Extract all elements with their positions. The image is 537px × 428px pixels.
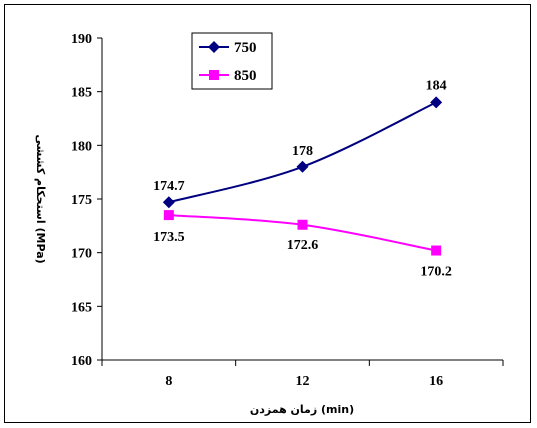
x-tick-label: 8 [165,374,172,389]
x-ticks: 8 12 16 [101,360,504,389]
legend-box [191,32,273,90]
y-tick-label: 185 [71,86,92,101]
y-tick-label: 170 [71,247,92,262]
data-point-diamond [296,160,309,173]
data-point-diamond [162,196,175,209]
x-tick-label: 16 [429,374,443,389]
y-tick-label: 165 [71,300,92,315]
series-750: 174.7 178 184 [153,78,447,209]
y-tick-label: 190 [71,32,92,47]
legend: 750 850 [191,32,273,90]
series-850: 173.5 172.6 170.2 [153,210,452,280]
y-axis-title: استحکام کششی (MPa) [34,134,47,263]
y-tick-label: 160 [71,354,92,369]
data-point-diamond [430,96,443,109]
legend-label: 850 [234,68,257,84]
data-label: 178 [292,144,313,159]
data-label: 174.7 [153,179,185,194]
x-axis-title: زمان همزدن (min) [250,403,354,416]
legend-label: 750 [234,40,257,56]
x-tick-label: 12 [296,374,310,389]
y-ticks: 160 165 170 175 180 185 190 [71,32,102,369]
data-point-square [297,219,308,230]
legend-marker-diamond [208,41,220,53]
data-point-square [431,245,442,256]
data-label: 172.6 [287,238,319,253]
y-tick-label: 180 [71,139,92,154]
y-tick-label: 175 [71,193,92,208]
data-label: 170.2 [420,265,452,280]
legend-marker-square [209,70,219,80]
data-label: 184 [426,78,447,93]
data-label: 173.5 [153,230,185,245]
data-point-square [163,210,174,221]
series-layer: 174.7 178 184 173.5 172.6 170.2 [153,78,452,279]
